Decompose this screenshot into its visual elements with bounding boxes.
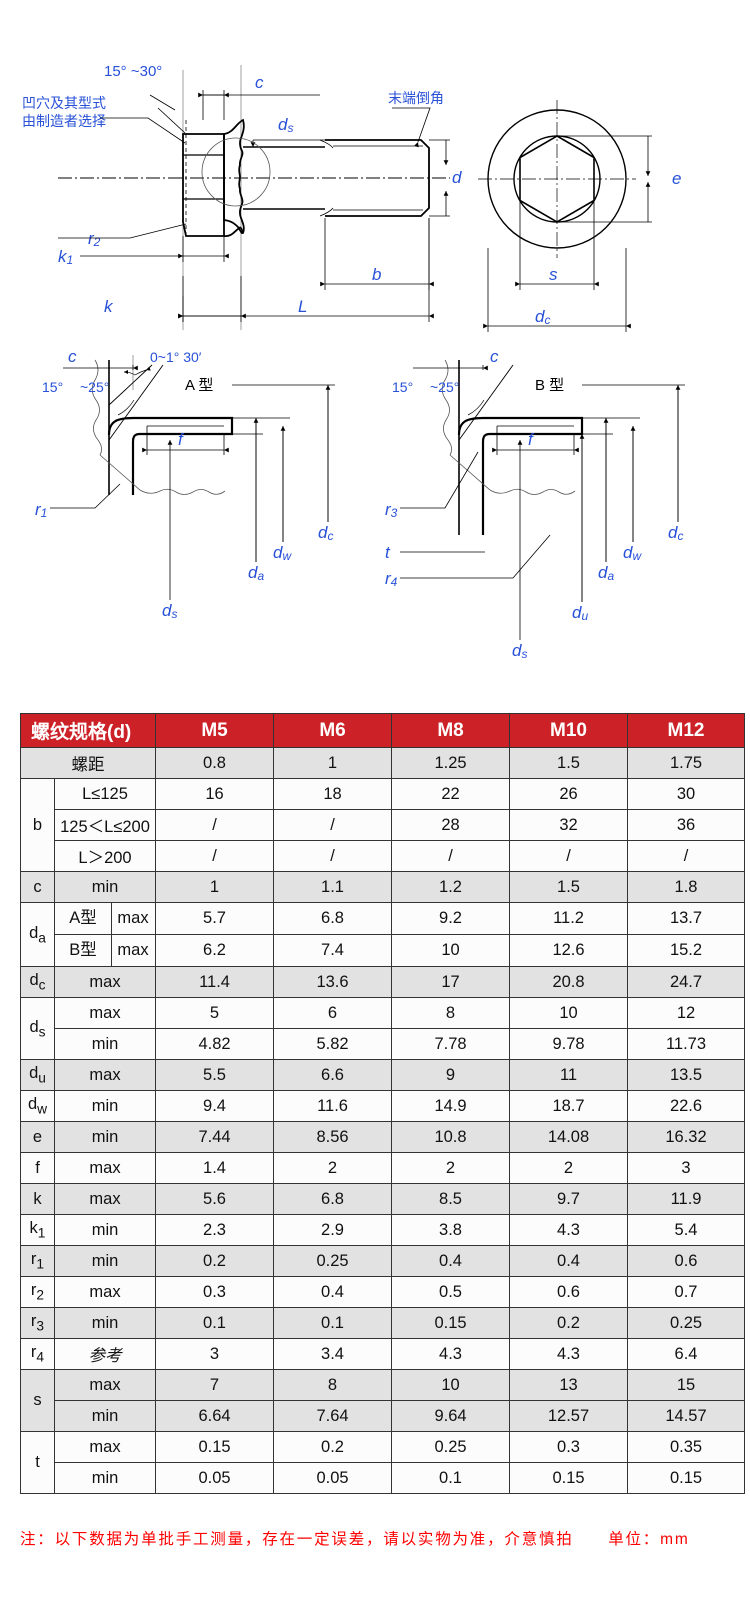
svg-text:r3: r3 bbox=[385, 500, 398, 520]
svg-text:dc: dc bbox=[318, 523, 333, 543]
svg-text:t: t bbox=[385, 543, 391, 562]
svg-text:da: da bbox=[598, 563, 614, 583]
svg-text:15°: 15° bbox=[42, 379, 63, 395]
svg-text:f: f bbox=[528, 430, 535, 449]
svg-text:f: f bbox=[178, 430, 185, 449]
svg-text:dc: dc bbox=[535, 307, 550, 327]
svg-text:k: k bbox=[104, 297, 114, 316]
svg-text:0~1° 30′: 0~1° 30′ bbox=[150, 350, 202, 365]
svg-text:r1: r1 bbox=[35, 500, 47, 520]
svg-text:r4: r4 bbox=[385, 569, 398, 589]
svg-text:da: da bbox=[248, 563, 264, 583]
svg-text:r2: r2 bbox=[88, 229, 101, 249]
svg-text:凹穴及其型式: 凹穴及其型式 bbox=[22, 95, 106, 111]
svg-text:15° ~30°: 15° ~30° bbox=[104, 63, 162, 80]
svg-text:d: d bbox=[452, 168, 462, 187]
svg-text:ds: ds bbox=[512, 641, 527, 661]
svg-text:B 型: B 型 bbox=[535, 377, 564, 394]
svg-text:15°: 15° bbox=[392, 379, 413, 395]
svg-text:ds: ds bbox=[278, 115, 293, 135]
svg-text:c: c bbox=[68, 350, 77, 366]
svg-text:c: c bbox=[255, 73, 264, 92]
svg-text:~25°: ~25° bbox=[80, 379, 109, 395]
svg-text:e: e bbox=[672, 169, 681, 188]
svg-text:dw: dw bbox=[273, 543, 292, 563]
svg-text:k1: k1 bbox=[58, 247, 73, 267]
svg-text:A 型: A 型 bbox=[185, 377, 213, 394]
svg-text:dw: dw bbox=[623, 543, 642, 563]
svg-text:末端倒角: 末端倒角 bbox=[388, 90, 444, 106]
svg-text:L: L bbox=[298, 297, 307, 316]
svg-text:由制造者选择: 由制造者选择 bbox=[22, 113, 106, 129]
svg-text:dc: dc bbox=[668, 523, 683, 543]
svg-text:du: du bbox=[572, 603, 588, 623]
svg-text:~25°: ~25° bbox=[430, 379, 459, 395]
svg-text:b: b bbox=[372, 265, 381, 284]
svg-text:c: c bbox=[490, 350, 499, 366]
svg-text:ds: ds bbox=[162, 601, 177, 621]
svg-text:s: s bbox=[549, 265, 558, 284]
